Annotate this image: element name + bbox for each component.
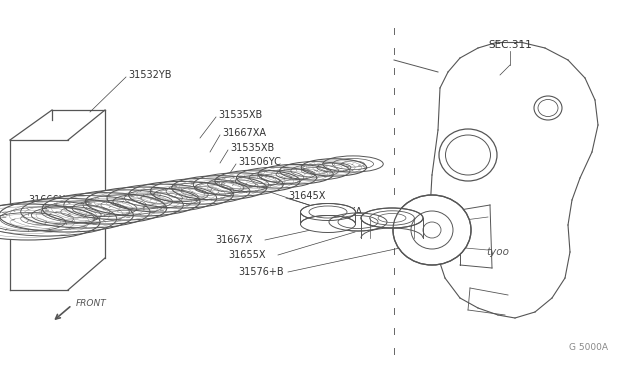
- Ellipse shape: [280, 161, 350, 180]
- Ellipse shape: [172, 176, 267, 200]
- Ellipse shape: [301, 159, 367, 176]
- Ellipse shape: [193, 173, 284, 196]
- Ellipse shape: [323, 156, 383, 172]
- Text: tyoo: tyoo: [486, 247, 509, 257]
- Text: 31535XB: 31535XB: [218, 110, 262, 120]
- Ellipse shape: [301, 215, 355, 232]
- Ellipse shape: [0, 204, 100, 240]
- Text: FRONT: FRONT: [76, 299, 107, 308]
- Ellipse shape: [393, 195, 471, 265]
- Ellipse shape: [329, 213, 387, 231]
- Text: G 5000A: G 5000A: [569, 343, 608, 353]
- Text: 31655X: 31655X: [228, 250, 266, 260]
- Text: 31576+B: 31576+B: [238, 267, 284, 277]
- Ellipse shape: [20, 196, 150, 228]
- Ellipse shape: [361, 208, 423, 228]
- Ellipse shape: [150, 179, 250, 204]
- Ellipse shape: [215, 170, 300, 192]
- Text: 31655XA: 31655XA: [318, 207, 362, 217]
- Text: 31645X: 31645X: [288, 191, 325, 201]
- Text: 31535XB: 31535XB: [230, 143, 275, 153]
- Text: 31576+C: 31576+C: [248, 177, 294, 187]
- Text: 31666X: 31666X: [28, 195, 65, 205]
- Ellipse shape: [236, 167, 317, 188]
- Ellipse shape: [42, 193, 166, 224]
- Ellipse shape: [64, 190, 183, 220]
- Ellipse shape: [129, 182, 234, 208]
- Ellipse shape: [86, 187, 200, 216]
- Text: SEC.311: SEC.311: [488, 40, 532, 50]
- Ellipse shape: [0, 201, 116, 236]
- Ellipse shape: [0, 198, 133, 232]
- Text: 31506YC: 31506YC: [238, 157, 281, 167]
- Ellipse shape: [301, 203, 355, 221]
- Text: 31532YB: 31532YB: [128, 70, 172, 80]
- Text: 31667XA: 31667XA: [222, 128, 266, 138]
- Text: 31667X: 31667X: [215, 235, 252, 245]
- Ellipse shape: [107, 184, 216, 212]
- Ellipse shape: [258, 164, 333, 184]
